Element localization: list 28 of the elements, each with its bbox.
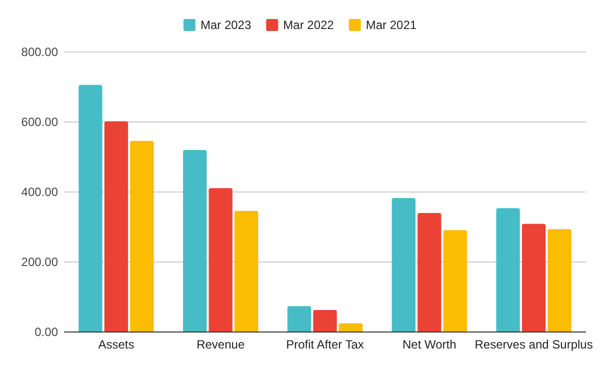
- y-tick-label: 600.00: [21, 114, 58, 129]
- bar: [234, 210, 258, 332]
- bar: [496, 208, 520, 332]
- bar: [183, 150, 207, 332]
- bar: [313, 310, 337, 332]
- bar: [338, 323, 363, 332]
- bar: [418, 213, 442, 332]
- bar: [130, 140, 154, 332]
- bar: [208, 188, 232, 332]
- y-tick-label: 800.00: [21, 44, 58, 59]
- bar: [104, 121, 128, 332]
- bar: [78, 84, 102, 332]
- bar: [287, 306, 312, 332]
- bar: [443, 230, 467, 332]
- x-tick-label: Net Worth: [402, 338, 456, 352]
- y-tick-label: 0.00: [34, 324, 58, 339]
- y-tick-label: 200.00: [21, 254, 58, 269]
- legend-label: Mar 2022: [283, 18, 334, 32]
- bar: [522, 224, 546, 332]
- y-tick-label: 400.00: [21, 184, 58, 199]
- legend-label: Mar 2023: [200, 18, 252, 32]
- x-tick-label: Assets: [98, 338, 134, 352]
- x-tick-label: Profit After Tax: [286, 338, 364, 352]
- bar: [392, 198, 416, 332]
- legend-label: Mar 2021: [366, 18, 417, 32]
- bar: [548, 229, 572, 332]
- x-tick-label: Reserves and Surplus: [474, 338, 593, 352]
- x-tick-label: Revenue: [196, 338, 245, 352]
